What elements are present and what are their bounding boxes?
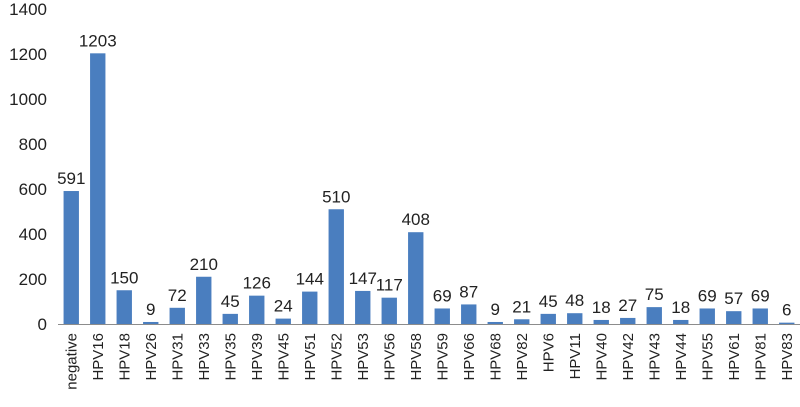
bar-hpv33 [196, 276, 212, 324]
data-label: 9 [491, 300, 500, 319]
y-tick-label: 1000 [9, 90, 47, 109]
bar-hpv40 [593, 319, 609, 324]
y-tick-label: 0 [38, 315, 47, 334]
x-tick-label: HPV61 [726, 333, 743, 381]
y-tick-label: 400 [19, 225, 47, 244]
bar-hpv52 [328, 209, 344, 324]
bar-hpv53 [355, 290, 371, 324]
data-label: 408 [402, 210, 430, 229]
data-label: 1203 [79, 31, 117, 50]
x-tick-label: HPV59 [434, 333, 451, 381]
data-label: 510 [322, 187, 350, 206]
data-label: 144 [296, 270, 324, 289]
data-labels: 5911203150972210451262414451014711740869… [57, 31, 791, 319]
x-tick-label: HPV33 [196, 333, 213, 381]
data-label: 45 [539, 292, 558, 311]
bar-hpv56 [381, 297, 397, 324]
y-tick-label: 200 [19, 270, 47, 289]
bar-hpv51 [302, 291, 318, 324]
data-label: 150 [110, 268, 138, 287]
y-tick-label: 600 [19, 180, 47, 199]
data-label: 75 [645, 285, 664, 304]
x-tick-label: HPV40 [593, 333, 610, 381]
bar-hpv39 [249, 295, 265, 324]
y-tick-label: 1200 [9, 45, 47, 64]
bar-negative [63, 191, 79, 324]
y-tick-label: 800 [19, 135, 47, 154]
bar-hpv44 [673, 319, 689, 324]
x-axis-labels: negative HPV16 HPV18 HPV26 HPV31 HPV33 HPV35 HP… [63, 333, 796, 390]
data-label: 117 [376, 276, 403, 295]
data-label: 591 [57, 169, 85, 188]
bar-hpv82 [514, 319, 530, 324]
x-tick-label: HPV6 [540, 333, 557, 372]
x-tick-label: HPV26 [143, 333, 160, 381]
x-tick-label: HPV43 [646, 333, 663, 381]
bar-hpv31 [169, 307, 185, 324]
data-label: 27 [618, 296, 637, 315]
bar-hpv59 [434, 308, 450, 324]
x-tick-label: HPV16 [90, 333, 107, 381]
bar-hpv45 [275, 318, 291, 324]
x-tick-label: HPV58 [408, 333, 425, 381]
x-tick-label: HPV31 [169, 333, 186, 381]
x-tick-label: HPV52 [328, 333, 345, 381]
data-label: 18 [592, 298, 611, 317]
x-tick-label: HPV42 [620, 333, 637, 381]
bar-hpv16 [90, 53, 106, 324]
x-tick-label: HPV45 [275, 333, 292, 381]
bar-hpv61 [726, 311, 742, 324]
x-tick-label: HPV53 [355, 333, 372, 381]
x-tick-label: HPV83 [779, 333, 796, 381]
bars [63, 53, 795, 324]
data-label: 9 [146, 300, 155, 319]
bar-hpv81 [752, 308, 768, 324]
bar-hpv26 [143, 321, 159, 324]
data-label: 126 [243, 274, 271, 293]
bar-hpv6 [540, 313, 556, 324]
x-tick-label: HPV35 [222, 333, 239, 381]
data-label: 69 [433, 286, 452, 305]
bar-hpv66 [461, 304, 477, 324]
bar-hpv83 [779, 322, 795, 324]
x-tick-label: HPV68 [487, 333, 504, 381]
x-tick-label: HPV82 [514, 333, 531, 381]
x-tick-label: HPV66 [461, 333, 478, 381]
data-label: 87 [459, 282, 478, 301]
bar-hpv35 [222, 313, 238, 324]
data-label: 48 [565, 291, 584, 310]
x-tick-label: HPV18 [116, 333, 133, 381]
data-label: 210 [190, 255, 218, 274]
x-tick-label: HPV11 [567, 333, 584, 379]
y-axis-ticks: 0 200 400 600 800 1000 1200 1400 [9, 0, 47, 334]
bar-hpv68 [487, 321, 503, 324]
data-label: 72 [168, 286, 187, 305]
data-label: 18 [671, 298, 690, 317]
x-tick-label: HPV39 [249, 333, 266, 381]
bar-hpv55 [699, 308, 715, 324]
x-tick-label: HPV44 [673, 333, 690, 381]
x-tick-label: HPV56 [381, 333, 398, 381]
data-label: 45 [221, 292, 240, 311]
bar-hpv58 [408, 232, 424, 324]
data-label: 69 [751, 286, 770, 305]
data-label: 6 [782, 301, 791, 320]
data-label: 57 [724, 289, 743, 308]
x-tick-label: negative [63, 333, 80, 390]
bar-hpv42 [620, 317, 636, 324]
data-label: 24 [274, 297, 293, 316]
bar-hpv11 [567, 313, 583, 324]
y-tick-label: 1400 [9, 0, 47, 19]
x-tick-label: HPV81 [752, 333, 769, 381]
data-label: 147 [349, 269, 377, 288]
x-tick-label: HPV51 [302, 333, 319, 381]
bar-hpv18 [116, 290, 132, 324]
data-label: 21 [512, 297, 531, 316]
data-label: 69 [698, 286, 717, 305]
bar-hpv43 [646, 307, 662, 324]
x-tick-label: HPV55 [699, 333, 716, 381]
